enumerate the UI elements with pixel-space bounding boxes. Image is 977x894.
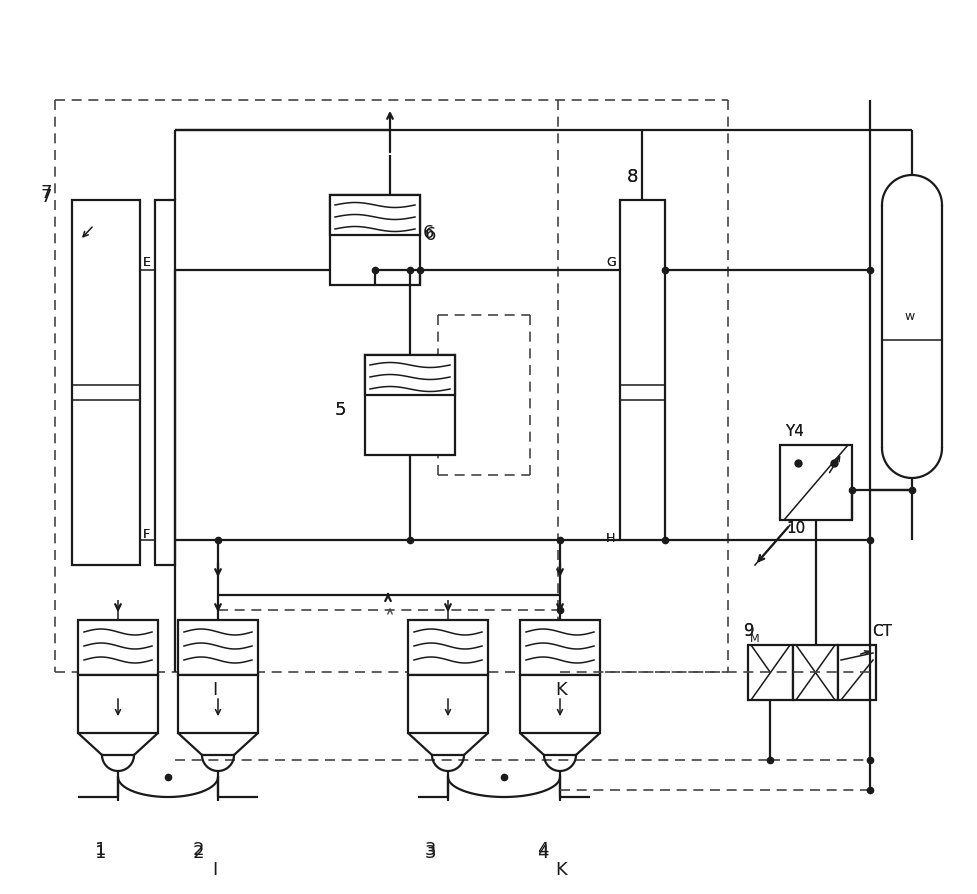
Bar [329,195,419,235]
Text: w: w [903,310,913,323]
Bar [78,675,158,733]
Text: M: M [749,634,759,644]
Text: Y4: Y4 [785,424,803,439]
Text: I: I [212,681,217,699]
Bar [407,620,488,675]
Text: 8: 8 [626,168,638,186]
Text: F: F [143,528,150,541]
Text: 10: 10 [786,521,804,536]
Text: 10: 10 [786,521,804,536]
Text: 6: 6 [423,224,434,242]
Text: E: E [143,256,150,269]
Text: H: H [606,532,615,545]
Bar [747,645,792,700]
Text: K: K [554,681,566,699]
Text: 3: 3 [425,844,436,862]
Bar [72,200,140,565]
Text: CT: CT [871,624,891,639]
Text: CT: CT [871,624,891,639]
Text: 3: 3 [425,841,436,859]
Bar [520,675,599,733]
Bar [154,200,175,565]
Text: 1: 1 [95,844,106,862]
Bar [780,445,851,520]
Text: 8: 8 [626,168,638,186]
Text: 7: 7 [40,188,52,206]
Text: 9: 9 [743,622,753,640]
Text: H: H [606,532,615,545]
Bar [520,620,599,675]
Bar [178,620,258,675]
Text: I: I [212,861,217,879]
Text: E: E [143,256,150,269]
Text: G: G [606,256,616,269]
Text: 4: 4 [536,844,548,862]
Text: G: G [606,256,616,269]
Bar [364,355,454,395]
Bar [837,645,875,700]
Text: 7: 7 [40,184,52,202]
Text: 2: 2 [192,844,204,862]
Text: Y4: Y4 [785,424,803,439]
Text: 4: 4 [536,841,548,859]
Text: 5: 5 [335,401,346,419]
Bar [619,200,664,540]
Text: 6: 6 [425,226,436,244]
Text: 2: 2 [192,841,204,859]
Bar [178,675,258,733]
Text: 5: 5 [335,401,346,419]
Text: F: F [143,528,150,541]
Text: K: K [554,861,566,879]
Text: 1: 1 [95,841,106,859]
Bar [364,355,454,455]
Text: 9: 9 [743,622,753,640]
Bar [329,195,419,285]
Bar [407,675,488,733]
Bar [78,620,158,675]
Bar [792,645,837,700]
